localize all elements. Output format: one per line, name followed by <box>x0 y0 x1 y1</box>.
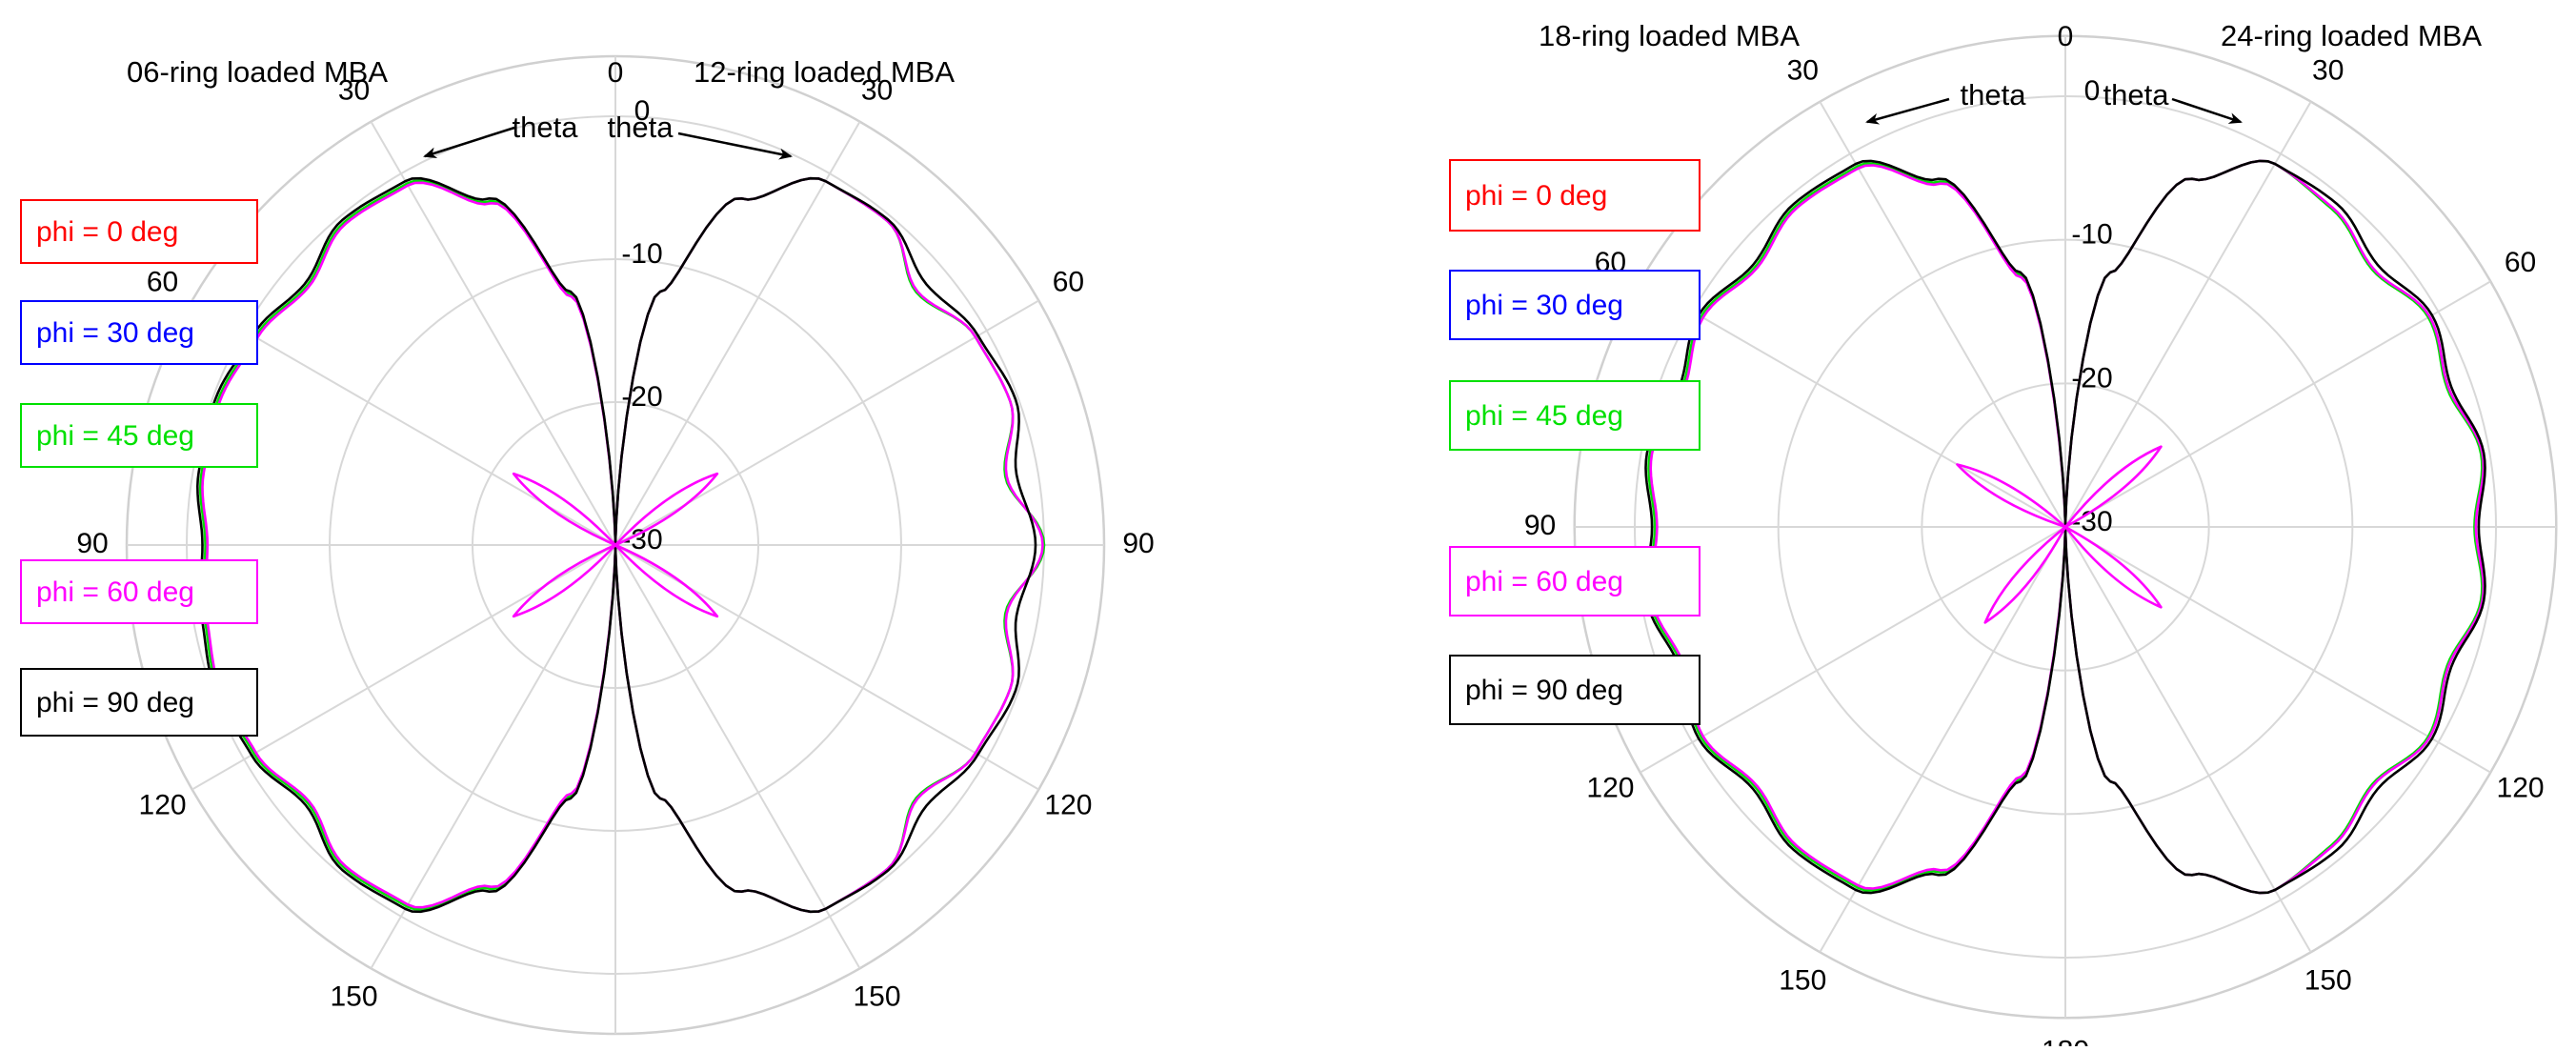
phi90-trace-left <box>196 176 617 914</box>
legend-box <box>1449 655 1701 725</box>
polar-chart-1: 30609012015018030609012015000-10-20-3006… <box>20 54 1155 1051</box>
theta-annotation-left: theta <box>1961 78 2027 111</box>
legend-box <box>20 403 258 468</box>
legend-entry: phi = 90 deg <box>36 687 194 718</box>
polar-chart-2: 30609012015018030609012015000-10-20-3018… <box>1449 19 2576 1051</box>
angle-tick-label: 180 <box>2042 1035 2089 1046</box>
theta-arrow-left <box>1865 97 1950 125</box>
phi60-center-lobe <box>2063 445 2163 529</box>
phi60-center-lobe <box>1983 525 2067 624</box>
angle-tick-label: 30 <box>1787 54 1819 86</box>
theta-arrow-left <box>423 126 515 159</box>
subplot-title-right: 24-ring loaded MBA <box>2221 19 2482 52</box>
angle-tick-label: 90 <box>1122 528 1154 559</box>
legend-entry: phi = 0 deg <box>1465 180 1607 212</box>
angle-tick-label: 120 <box>139 789 187 820</box>
angle-tick-label: 120 <box>1044 789 1092 820</box>
angle-tick-label: 120 <box>1586 773 1634 804</box>
grid-spoke <box>614 121 861 546</box>
grid-spoke <box>370 121 616 546</box>
angle-tick-label: 60 <box>147 266 178 297</box>
legend-box <box>20 300 258 365</box>
phi60-trace-left <box>201 181 617 909</box>
grid-spoke <box>1819 526 2066 953</box>
subplot-title-right: 12-ring loaded MBA <box>694 55 955 89</box>
angle-tick-label: 90 <box>2575 510 2576 541</box>
radial-tick-label: 0 <box>634 95 651 127</box>
legend-box <box>1449 159 1701 232</box>
phi90-trace-left <box>1644 159 2067 895</box>
grid-spoke <box>1819 101 2066 528</box>
grid-spoke <box>2064 526 2312 953</box>
phi60-center-lobe <box>512 472 616 547</box>
angle-tick-label: 60 <box>2505 247 2536 278</box>
legend-entry: phi = 90 deg <box>1465 675 1623 706</box>
theta-annotation-left: theta <box>513 111 579 144</box>
radial-tick-label: -10 <box>621 238 662 270</box>
angle-tick-label: 90 <box>76 528 108 559</box>
angle-tick-label: 150 <box>853 980 900 1012</box>
subplot-title-left: 06-ring loaded MBA <box>127 55 388 89</box>
legend-entry: phi = 60 deg <box>1465 566 1623 597</box>
phi60-center-lobe <box>614 472 719 547</box>
theta-arrow-right <box>2171 97 2243 124</box>
legend-box <box>20 559 258 624</box>
phi90-trace-right <box>2063 159 2486 895</box>
phi90-trace-right <box>614 176 1037 914</box>
phi45-trace-left <box>199 179 617 911</box>
angle-tick-label: 30 <box>861 74 893 106</box>
phi45-trace-left <box>1647 162 2067 892</box>
legend-entry: phi = 30 deg <box>1465 290 1623 321</box>
legend-entry: phi = 60 deg <box>36 576 194 608</box>
radial-tick-label: 0 <box>2084 75 2101 107</box>
grid-spoke <box>370 544 616 969</box>
subplot-title-left: 18-ring loaded MBA <box>1539 19 1800 52</box>
angle-tick-label: 0 <box>2058 21 2074 52</box>
legend-box <box>1449 270 1701 340</box>
legend-entry: phi = 0 deg <box>36 216 178 248</box>
legend-box <box>1449 380 1701 451</box>
legend-entry: phi = 30 deg <box>36 317 194 349</box>
radial-tick-label: -10 <box>2071 219 2112 251</box>
legend-box <box>1449 546 1701 616</box>
legend-entry: phi = 45 deg <box>1465 400 1623 432</box>
grid-spoke <box>2064 526 2491 774</box>
grid-spoke <box>1640 280 2066 528</box>
legend-box <box>20 668 258 737</box>
angle-tick-label: 150 <box>1779 964 1826 996</box>
grid-spoke <box>614 544 861 969</box>
legend-entry: phi = 45 deg <box>36 420 194 452</box>
angle-tick-label: 0 <box>608 57 624 89</box>
theta-annotation-right: theta <box>2103 78 2170 111</box>
grid-spoke <box>2064 280 2491 528</box>
angle-tick-label: 120 <box>2497 773 2545 804</box>
angle-tick-label: 150 <box>2304 964 2352 996</box>
angle-tick-label: 90 <box>1524 510 1556 541</box>
phi60-center-lobe <box>512 543 616 618</box>
angle-tick-label: 60 <box>1053 266 1084 297</box>
angle-tick-label: 150 <box>330 980 377 1012</box>
legend-box <box>20 199 258 264</box>
grid-spoke <box>1640 526 2066 774</box>
angle-tick-label: 30 <box>2312 54 2344 86</box>
theta-arrow-right <box>677 131 793 160</box>
theta-annotation-right: theta <box>608 111 674 144</box>
phi60-center-lobe <box>614 543 719 618</box>
angle-tick-label: 30 <box>338 74 370 106</box>
phi60-center-lobe <box>1956 463 2066 529</box>
grid-spoke <box>2064 101 2312 528</box>
phi60-trace-left <box>1649 164 2067 890</box>
phi60-center-lobe <box>2063 525 2163 609</box>
